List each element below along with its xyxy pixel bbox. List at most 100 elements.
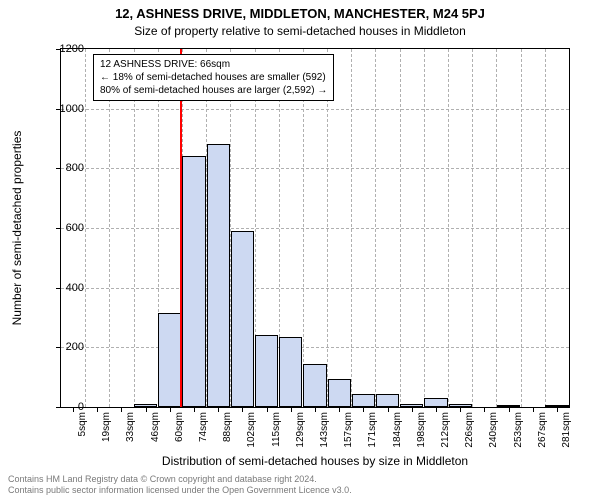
y-tick-mark — [56, 49, 60, 50]
histogram-bar — [134, 404, 157, 407]
grid-line-v — [496, 49, 497, 407]
x-tick-mark — [291, 408, 292, 412]
x-tick-label: 171sqm — [367, 412, 378, 448]
y-tick-label: 400 — [44, 282, 84, 294]
histogram-bar — [545, 405, 568, 407]
grid-line-v — [521, 49, 522, 407]
footer-line-2: Contains public sector information licen… — [8, 485, 352, 496]
x-tick-mark — [533, 408, 534, 412]
x-tick-mark — [509, 408, 510, 412]
x-tick-label: 212sqm — [440, 412, 451, 448]
histogram-bar — [279, 337, 302, 407]
annotation-line-3: 80% of semi-detached houses are larger (… — [100, 84, 327, 97]
histogram-bar — [158, 313, 181, 407]
grid-line-v — [327, 49, 328, 407]
x-tick-label: 115sqm — [271, 412, 282, 447]
annotation-line-2: ← 18% of semi-detached houses are smalle… — [100, 71, 327, 84]
marker-line — [180, 49, 182, 407]
x-tick-label: 184sqm — [392, 412, 403, 448]
x-tick-label: 74sqm — [198, 412, 209, 442]
x-tick-label: 143sqm — [319, 412, 330, 448]
x-tick-mark — [412, 408, 413, 412]
histogram-bar — [424, 398, 447, 407]
x-tick-label: 253sqm — [513, 412, 524, 448]
footer-line-1: Contains HM Land Registry data © Crown c… — [8, 474, 352, 485]
histogram-bar — [182, 156, 205, 407]
x-tick-label: 19sqm — [101, 412, 112, 442]
grid-line-v — [472, 49, 473, 407]
y-tick-label: 1000 — [44, 103, 84, 115]
y-tick-mark — [56, 347, 60, 348]
annotation-box: 12 ASHNESS DRIVE: 66sqm ← 18% of semi-de… — [93, 54, 334, 101]
y-axis-label: Number of semi-detached properties — [10, 33, 24, 228]
x-tick-mark — [170, 408, 171, 412]
x-tick-label: 33sqm — [125, 412, 136, 442]
grid-line-v — [424, 49, 425, 407]
x-tick-mark — [242, 408, 243, 412]
x-tick-mark — [557, 408, 558, 412]
y-tick-mark — [56, 288, 60, 289]
histogram-bar — [207, 144, 230, 407]
title-main: 12, ASHNESS DRIVE, MIDDLETON, MANCHESTER… — [0, 6, 600, 21]
y-tick-mark — [56, 407, 60, 408]
grid-line-v — [134, 49, 135, 407]
histogram-bar — [231, 231, 254, 407]
x-tick-mark — [267, 408, 268, 412]
histogram-bar — [497, 405, 520, 407]
x-tick-mark — [194, 408, 195, 412]
x-tick-mark — [315, 408, 316, 412]
grid-line-h — [61, 347, 569, 348]
y-tick-label: 800 — [44, 162, 84, 174]
grid-line-v — [303, 49, 304, 407]
x-tick-mark — [460, 408, 461, 412]
x-tick-label: 157sqm — [343, 412, 354, 448]
y-tick-mark — [56, 168, 60, 169]
grid-line-v — [545, 49, 546, 407]
title-sub: Size of property relative to semi-detach… — [0, 24, 600, 38]
y-tick-label: 200 — [44, 341, 84, 353]
histogram-bar — [352, 394, 375, 407]
histogram-bar — [328, 379, 351, 407]
grid-line-v — [109, 49, 110, 407]
footer-attribution: Contains HM Land Registry data © Crown c… — [8, 474, 352, 496]
x-tick-label: 46sqm — [150, 412, 161, 442]
histogram-bar — [255, 335, 278, 407]
plot-area — [60, 48, 570, 408]
x-tick-mark — [436, 408, 437, 412]
x-tick-label: 240sqm — [488, 412, 499, 448]
grid-line-h — [61, 288, 569, 289]
x-tick-mark — [218, 408, 219, 412]
x-tick-label: 102sqm — [246, 412, 257, 448]
grid-line-h — [61, 228, 569, 229]
y-tick-mark — [56, 109, 60, 110]
y-tick-label: 1200 — [44, 43, 84, 55]
grid-line-h — [61, 168, 569, 169]
x-tick-label: 198sqm — [416, 412, 427, 448]
grid-line-v — [400, 49, 401, 407]
x-axis-label: Distribution of semi-detached houses by … — [60, 454, 570, 468]
x-tick-label: 88sqm — [222, 412, 233, 442]
x-tick-label: 267sqm — [537, 412, 548, 448]
x-tick-label: 281sqm — [561, 412, 572, 448]
x-tick-mark — [484, 408, 485, 412]
x-tick-label: 226sqm — [464, 412, 475, 448]
x-tick-mark — [339, 408, 340, 412]
histogram-bar — [400, 404, 423, 407]
grid-line-v — [375, 49, 376, 407]
grid-line-v — [85, 49, 86, 407]
histogram-bar — [376, 394, 399, 407]
y-tick-mark — [56, 228, 60, 229]
histogram-bar — [303, 364, 326, 407]
x-tick-label: 129sqm — [295, 412, 306, 448]
x-tick-mark — [73, 408, 74, 412]
grid-line-h — [61, 109, 569, 110]
x-tick-mark — [121, 408, 122, 412]
grid-line-v — [448, 49, 449, 407]
x-tick-mark — [363, 408, 364, 412]
annotation-line-1: 12 ASHNESS DRIVE: 66sqm — [100, 58, 327, 71]
chart-container: 12, ASHNESS DRIVE, MIDDLETON, MANCHESTER… — [0, 0, 600, 500]
grid-line-v — [351, 49, 352, 407]
x-tick-mark — [388, 408, 389, 412]
x-tick-mark — [146, 408, 147, 412]
histogram-bar — [449, 404, 472, 407]
